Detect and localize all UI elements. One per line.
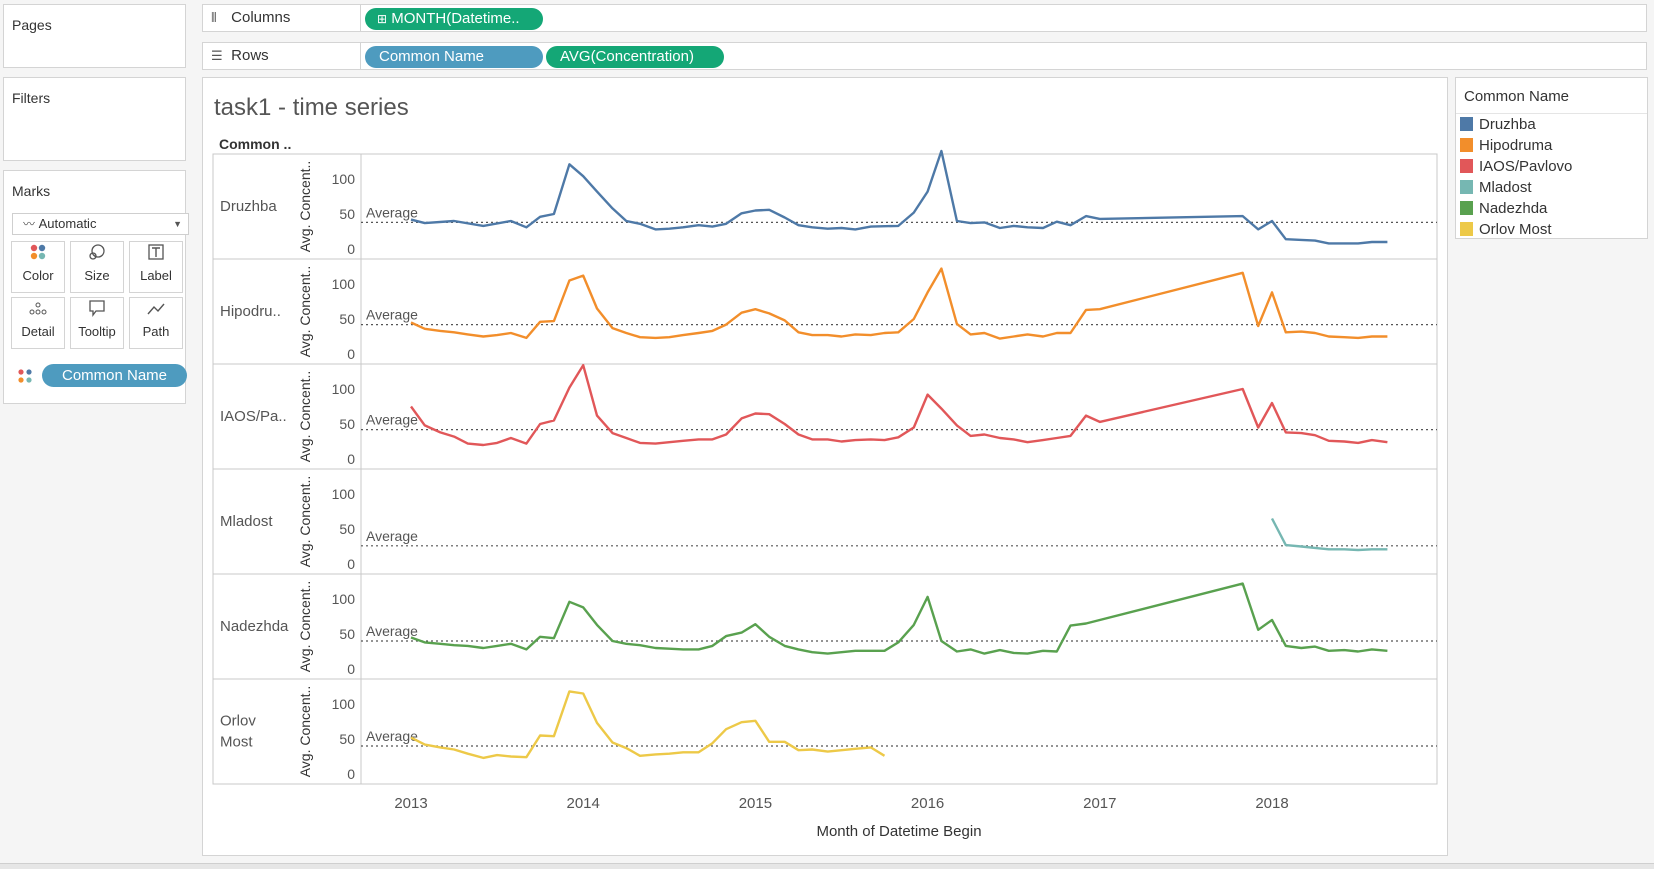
color-icon	[12, 242, 64, 268]
path-button[interactable]: Path	[129, 297, 183, 349]
color-button[interactable]: Color	[11, 241, 65, 293]
path-icon	[130, 298, 182, 324]
columns-label: Columns	[231, 9, 291, 26]
legend-item-iaos-pavlovo[interactable]: IAOS/Pavlovo	[1460, 157, 1572, 177]
legend-item-mladost[interactable]: Mladost	[1460, 178, 1532, 198]
legend-title: Common Name	[1464, 88, 1570, 105]
expand-icon: ⊞	[377, 12, 388, 26]
legend-label: Orlov Most	[1479, 221, 1552, 238]
legend-item-druzhba[interactable]: Druzhba	[1460, 115, 1536, 135]
legend-swatch	[1460, 201, 1473, 215]
legend-swatch	[1460, 117, 1473, 131]
legend-label: IAOS/Pavlovo	[1479, 158, 1573, 175]
detail-button[interactable]: Detail	[11, 297, 65, 349]
size-icon	[71, 242, 123, 268]
sheet-tab-bar[interactable]	[0, 863, 1654, 869]
line-icon: 〰	[23, 217, 36, 231]
legend-item-nadezhda[interactable]: Nadezhda	[1460, 199, 1547, 219]
marks-title: Marks	[12, 183, 51, 199]
detail-icon	[12, 298, 64, 324]
label-icon	[130, 242, 182, 268]
columns-pill-month[interactable]: ⊞ MONTH(Datetime..	[365, 8, 543, 30]
pages-shelf[interactable]: Pages	[3, 4, 186, 68]
pages-title: Pages	[12, 17, 52, 33]
columns-shelf[interactable]: ⦀ Columns ⊞ MONTH(Datetime..	[202, 4, 1647, 32]
label-button-label: Label	[140, 268, 172, 283]
detail-button-label: Detail	[21, 324, 55, 339]
legend-label: Druzhba	[1479, 116, 1536, 133]
columns-pill-label: MONTH(Datetime..	[391, 10, 520, 27]
rows-shelf[interactable]: ☰ Rows Common Name AVG(Concentration)	[202, 42, 1647, 70]
filters-title: Filters	[12, 90, 51, 106]
marks-card: Marks 〰 Automatic ▼ Color Size Label Det…	[3, 170, 189, 404]
rows-shelf-label: ☰ Rows	[203, 43, 361, 69]
legend-swatch	[1460, 159, 1473, 173]
tooltip-button[interactable]: Tooltip	[70, 297, 124, 349]
tooltip-icon	[71, 298, 123, 324]
mark-type-dropdown[interactable]: 〰 Automatic ▼	[12, 213, 189, 235]
color-icon	[17, 368, 33, 384]
rows-pill-common-name[interactable]: Common Name	[365, 46, 543, 68]
chevron-down-icon: ▼	[173, 219, 182, 229]
color-button-label: Color	[22, 268, 54, 283]
rows-pill-avg-concentration[interactable]: AVG(Concentration)	[546, 46, 724, 68]
viz-canvas	[202, 77, 1448, 856]
marks-color-pill[interactable]: Common Name	[42, 364, 187, 387]
path-button-label: Path	[142, 324, 170, 339]
size-button-label: Size	[84, 268, 110, 283]
legend-swatch	[1460, 138, 1473, 152]
rows-icon: ☰	[211, 48, 223, 63]
columns-shelf-label: ⦀ Columns	[203, 5, 361, 31]
mark-type-label: Automatic	[38, 216, 97, 231]
filters-shelf[interactable]: Filters	[3, 77, 186, 161]
legend-swatch	[1460, 180, 1473, 194]
rows-label: Rows	[231, 47, 269, 64]
label-button[interactable]: Label	[129, 241, 183, 293]
columns-icon: ⦀	[211, 10, 217, 25]
size-button[interactable]: Size	[70, 241, 124, 293]
legend-item-orlov-most[interactable]: Orlov Most	[1460, 220, 1552, 240]
color-legend: Common Name Druzhba Hipodruma IAOS/Pavlo…	[1455, 77, 1648, 239]
legend-item-hipodruma[interactable]: Hipodruma	[1460, 136, 1552, 156]
legend-label: Nadezhda	[1479, 200, 1548, 217]
tooltip-button-label: Tooltip	[78, 324, 116, 339]
row-header-title: Common ..	[219, 136, 292, 152]
legend-label: Mladost	[1479, 179, 1532, 196]
legend-swatch	[1460, 222, 1473, 236]
viz-title: task1 - time series	[214, 94, 409, 121]
legend-label: Hipodruma	[1479, 137, 1553, 154]
